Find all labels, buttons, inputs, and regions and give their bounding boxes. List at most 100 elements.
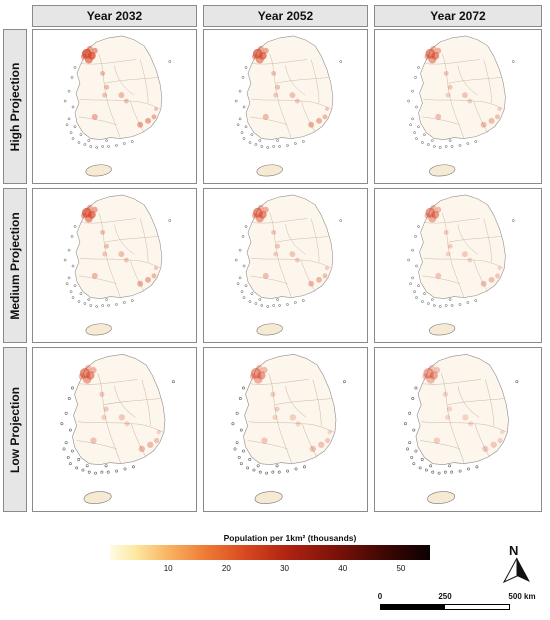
island-outline — [431, 470, 435, 474]
population-hotspot — [273, 92, 279, 98]
province-boundary — [457, 385, 480, 418]
island-outline — [339, 219, 343, 222]
province-boundary — [114, 65, 135, 96]
island-outline — [258, 298, 262, 301]
island-outline — [406, 447, 409, 451]
mainland-shape — [74, 194, 163, 299]
island-outline — [71, 296, 75, 299]
population-hotspot — [156, 430, 161, 435]
island-outline — [450, 304, 454, 307]
island-outline — [244, 66, 248, 69]
island-outline — [294, 301, 297, 304]
map-svg — [63, 35, 172, 177]
population-hotspot — [433, 437, 441, 444]
island-outline — [130, 140, 134, 143]
map-svg — [403, 353, 519, 504]
mainland-shape — [72, 353, 166, 466]
population-hotspot — [424, 53, 431, 60]
island-outline — [286, 469, 290, 473]
island-outline — [171, 380, 175, 384]
island-outline — [448, 464, 452, 468]
island-outline — [69, 290, 73, 293]
population-hotspot — [447, 243, 453, 249]
population-hotspot — [270, 391, 276, 397]
island-outline — [60, 422, 64, 426]
population-hotspot — [322, 114, 328, 120]
island-outline — [231, 422, 235, 426]
island-outline — [408, 441, 412, 445]
island-outline — [64, 441, 68, 445]
population-hotspot — [256, 364, 263, 372]
province-boundary — [103, 398, 161, 406]
population-hotspot — [294, 257, 300, 263]
island-outline — [235, 441, 239, 445]
island-outline — [89, 304, 93, 307]
province-boundary — [424, 59, 480, 65]
island-outline — [448, 298, 452, 301]
island-outline — [444, 304, 448, 307]
row-header-medium: Medium Projection — [3, 188, 27, 343]
population-hotspot — [461, 92, 468, 99]
island-outline — [244, 284, 248, 288]
island-outline — [65, 282, 69, 286]
map-svg — [60, 353, 175, 504]
population-hotspot — [86, 371, 95, 380]
population-hotspot — [80, 212, 87, 219]
population-hotspot — [90, 437, 97, 444]
population-hotspot — [145, 276, 152, 283]
population-hotspot — [428, 364, 435, 372]
island-outline — [240, 290, 244, 293]
island-outline — [458, 303, 462, 306]
island-outline — [515, 380, 519, 384]
population-hotspot — [322, 273, 328, 279]
island-outline — [466, 301, 470, 304]
province-boundary — [131, 423, 147, 458]
island-outline — [438, 305, 442, 308]
population-hotspot — [255, 55, 264, 64]
population-hotspot — [124, 421, 130, 427]
population-hotspot — [253, 375, 263, 384]
population-hotspot — [257, 371, 266, 380]
column-header-2052: Year 2052 — [203, 5, 368, 27]
province-boundary — [457, 65, 478, 96]
island-outline — [71, 449, 74, 453]
island-outline — [431, 298, 434, 301]
island-outline — [432, 304, 436, 307]
legend-tick-50: 50 — [396, 564, 406, 573]
province-boundary — [130, 260, 145, 292]
island-outline — [73, 284, 77, 288]
island-outline — [418, 466, 422, 470]
mainland-shape — [245, 35, 334, 140]
population-hotspot — [316, 276, 323, 283]
population-hotspot — [443, 70, 449, 76]
island-outline — [87, 470, 91, 474]
island-outline — [260, 304, 264, 307]
population-hotspot — [153, 265, 158, 270]
province-boundary — [483, 218, 492, 263]
island-outline — [271, 470, 275, 474]
map-panel-high-2072 — [374, 29, 542, 184]
island-outline — [414, 386, 418, 390]
population-hotspot — [467, 98, 473, 104]
jeju-island — [85, 164, 112, 177]
population-hotspot — [257, 45, 264, 52]
island-outline — [238, 397, 242, 400]
island-outline — [467, 467, 470, 471]
island-outline — [241, 235, 245, 238]
island-outline — [68, 428, 72, 432]
population-hotspot — [151, 114, 157, 120]
island-outline — [411, 248, 414, 252]
population-hotspot — [250, 367, 262, 379]
island-outline — [107, 145, 110, 148]
island-outline — [77, 300, 81, 303]
jeju-island — [254, 491, 283, 504]
province-boundary — [80, 59, 137, 65]
island-outline — [115, 144, 118, 147]
island-outline — [474, 299, 478, 302]
island-outline — [241, 76, 245, 79]
population-hotspot — [251, 53, 258, 60]
row-header-low: Low Projection — [3, 347, 27, 512]
island-outline — [448, 139, 452, 142]
island-outline — [104, 464, 108, 468]
population-hotspot — [262, 113, 269, 120]
